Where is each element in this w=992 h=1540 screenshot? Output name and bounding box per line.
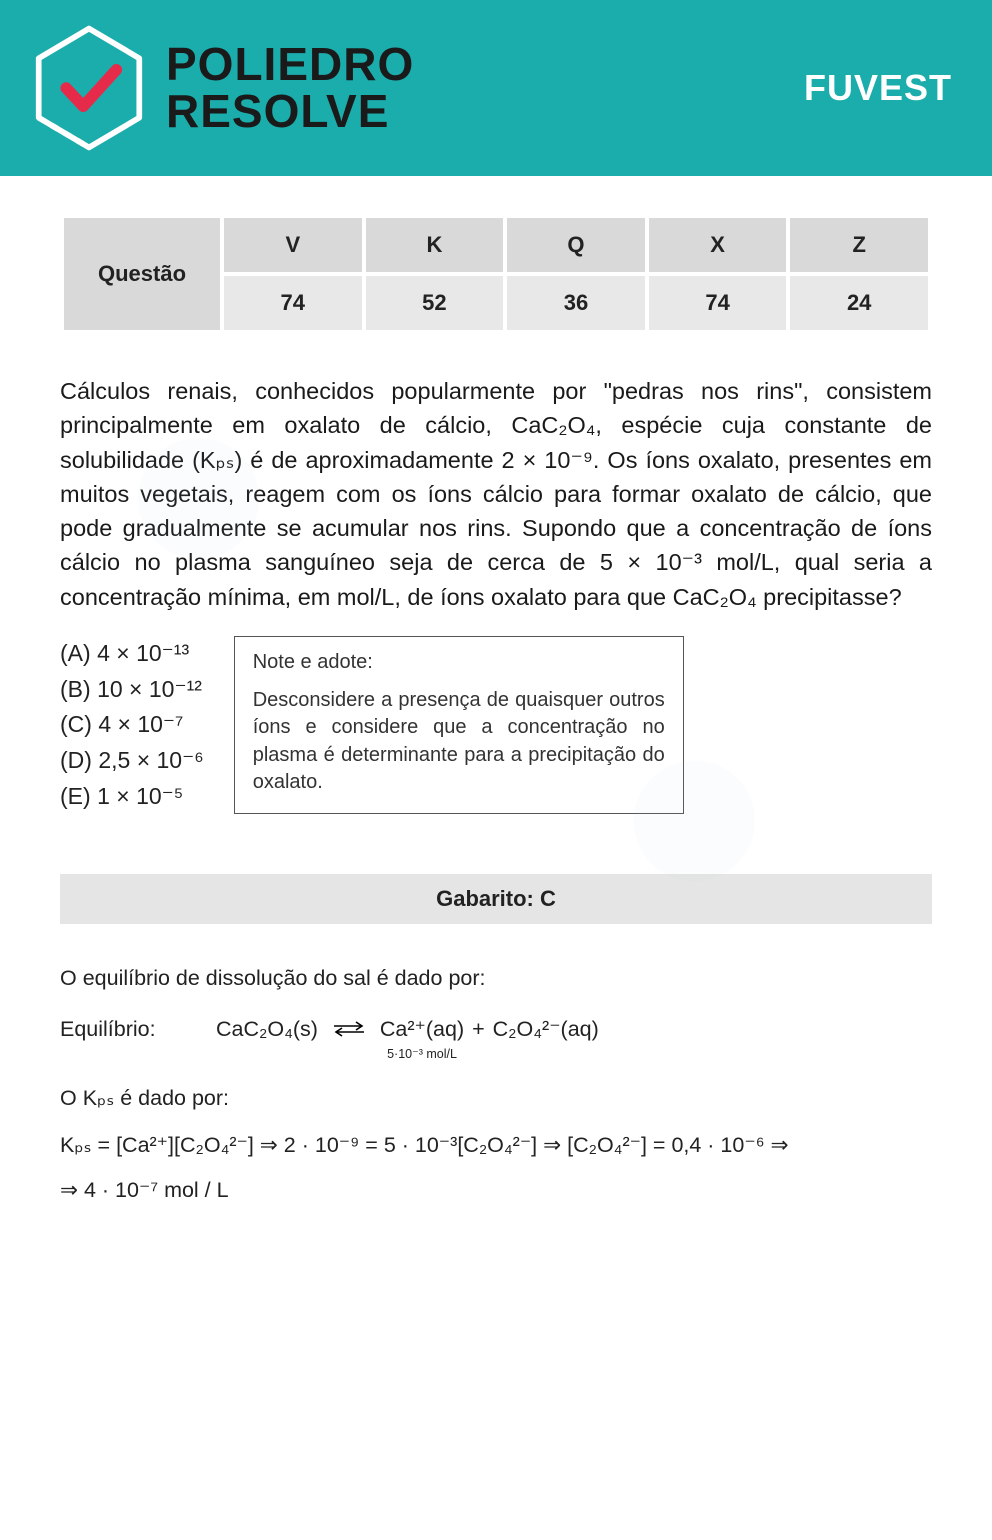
equilibrium-equation: Equilíbrio: CaC₂O₄(s) Ca²⁺(aq) 5·10⁻³ mo… [60, 1009, 932, 1060]
col-header: X [647, 216, 789, 274]
note-box: Note e adote: Desconsidere a presença de… [234, 636, 684, 814]
brand-line-1: POLIEDRO [166, 41, 414, 88]
eq-label: Equilíbrio: [60, 1009, 210, 1050]
brand-block: POLIEDRO RESOLVE [30, 24, 414, 152]
kps-intro: O Kₚₛ é dado por: [60, 1078, 932, 1119]
kps-result: ⇒ 4 · 10⁻⁷ mol / L [60, 1170, 932, 1211]
col-value: 52 [364, 274, 506, 332]
equilibrium-arrows-icon [332, 1011, 366, 1052]
table-label: Questão [62, 216, 222, 332]
brand-line-2: RESOLVE [166, 88, 414, 135]
col-value: 36 [505, 274, 647, 332]
col-header: V [222, 216, 364, 274]
question-text: Cálculos renais, conhecidos popularmente… [60, 374, 932, 614]
option-a: (A) 4 × 10⁻¹³ [60, 636, 204, 672]
col-value: 24 [788, 274, 930, 332]
eq-oxalate-ion: C₂O₄²⁻(aq) [493, 1017, 599, 1041]
answer-key: Gabarito: C [60, 874, 932, 924]
exam-name: FUVEST [804, 67, 952, 109]
brand-text: POLIEDRO RESOLVE [166, 41, 414, 135]
eq-calcium-concentration: 5·10⁻³ mol/L [380, 1048, 464, 1061]
col-value: 74 [647, 274, 789, 332]
solution-block: O equilíbrio de dissolução do sal é dado… [60, 958, 932, 1211]
eq-reagent: CaC₂O₄(s) [216, 1017, 318, 1041]
page-header: POLIEDRO RESOLVE FUVEST [0, 0, 992, 176]
answer-options: (A) 4 × 10⁻¹³ (B) 10 × 10⁻¹² (C) 4 × 10⁻… [60, 636, 204, 814]
note-body: Desconsidere a presença de quaisquer out… [253, 687, 665, 797]
content-area: Questão V K Q X Z 74 52 36 74 24 Cálculo… [0, 176, 992, 1251]
option-d: (D) 2,5 × 10⁻⁶ [60, 743, 204, 779]
col-header: K [364, 216, 506, 274]
col-header: Z [788, 216, 930, 274]
question-number-table: Questão V K Q X Z 74 52 36 74 24 [60, 214, 932, 334]
col-header: Q [505, 216, 647, 274]
option-c: (C) 4 × 10⁻⁷ [60, 707, 204, 743]
option-e: (E) 1 × 10⁻⁵ [60, 779, 204, 815]
col-value: 74 [222, 274, 364, 332]
option-b: (B) 10 × 10⁻¹² [60, 672, 204, 708]
solution-intro: O equilíbrio de dissolução do sal é dado… [60, 958, 932, 999]
kps-calculation: Kₚₛ = [Ca²⁺][C₂O₄²⁻] ⇒ 2 · 10⁻⁹ = 5 · 10… [60, 1125, 932, 1166]
eq-calcium-ion: Ca²⁺(aq) 5·10⁻³ mol/L [380, 1009, 464, 1060]
note-title: Note e adote: [253, 649, 665, 677]
brand-hexagon-icon [30, 24, 148, 152]
